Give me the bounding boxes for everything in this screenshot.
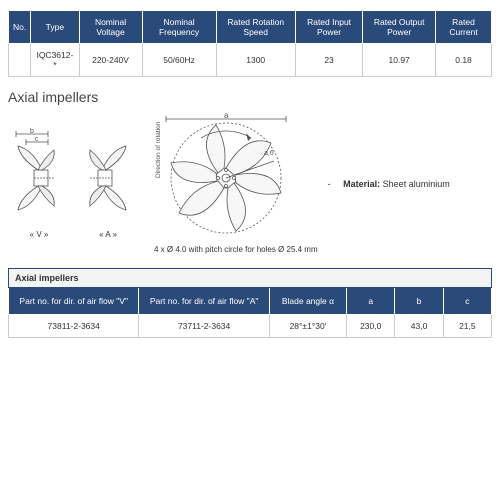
col-input-power: Rated Input Power	[295, 11, 362, 44]
impeller-v-diagram: b c « V »	[8, 128, 70, 239]
label-a: « A »	[80, 230, 136, 239]
col-output-power: Rated Output Power	[363, 11, 436, 44]
impeller-table: Axial impellers Part no. for dir. of air…	[8, 268, 492, 338]
cell-c: 21,5	[443, 315, 491, 338]
cell-a: 230,0	[347, 315, 395, 338]
col-partno-v: Part no. for dir. of air flow "V"	[9, 288, 139, 315]
material-value: Sheet aluminium	[383, 179, 450, 189]
cell-speed: 1300	[216, 44, 295, 77]
col-speed: Rated Rotation Speed	[216, 11, 295, 44]
cell-frequency: 50/60Hz	[142, 44, 216, 77]
col-blade-angle: Blade angle α	[269, 288, 346, 315]
diagram-row: b c « V »	[8, 113, 492, 254]
impeller-a-diagram: « A »	[80, 128, 136, 239]
svg-text:a: a	[224, 113, 229, 120]
cell-b: 43,0	[395, 315, 443, 338]
impeller-front-diagram: a	[146, 113, 318, 254]
cell-voltage: 220-240V	[79, 44, 142, 77]
impeller-header-row: Part no. for dir. of air flow "V" Part n…	[9, 288, 492, 315]
svg-text:Direction of rotation: Direction of rotation	[155, 121, 162, 178]
col-type: Type	[31, 11, 79, 44]
cell-type: IQC3612-*	[31, 44, 79, 77]
cell-current: 0.18	[436, 44, 492, 77]
svg-text:c: c	[35, 136, 39, 143]
spec-table: No. Type Nominal Voltage Nominal Frequen…	[8, 10, 492, 77]
cell-no	[9, 44, 31, 77]
material-label: Material:	[343, 179, 380, 189]
section-title: Axial impellers	[8, 89, 492, 105]
col-partno-a: Part no. for dir. of air flow "A"	[139, 288, 269, 315]
col-voltage: Nominal Voltage	[79, 11, 142, 44]
spec-header-row: No. Type Nominal Voltage Nominal Frequen…	[9, 11, 492, 44]
material-note: - Material: Sheet aluminium	[328, 179, 492, 189]
impeller-table-title: Axial impellers	[9, 269, 492, 288]
col-a: a	[347, 288, 395, 315]
svg-text:a,6: a,6	[264, 150, 274, 157]
col-no: No.	[9, 11, 31, 44]
col-b: b	[395, 288, 443, 315]
cell-partno-a: 73711-2-3634	[139, 315, 269, 338]
svg-text:b: b	[30, 128, 34, 135]
cell-blade-angle: 28°±1°30'	[269, 315, 346, 338]
label-v: « V »	[8, 230, 70, 239]
impeller-data-row: 73811-2-3634 73711-2-3634 28°±1°30' 230,…	[9, 315, 492, 338]
cell-input: 23	[295, 44, 362, 77]
cell-output: 10.97	[363, 44, 436, 77]
cell-partno-v: 73811-2-3634	[9, 315, 139, 338]
col-c: c	[443, 288, 491, 315]
col-frequency: Nominal Frequency	[142, 11, 216, 44]
col-current: Rated Current	[436, 11, 492, 44]
spec-data-row: IQC3612-* 220-240V 50/60Hz 1300 23 10.97…	[9, 44, 492, 77]
hole-note: 4 x Ø 4.0 with pitch circle for holes Ø …	[146, 245, 318, 254]
